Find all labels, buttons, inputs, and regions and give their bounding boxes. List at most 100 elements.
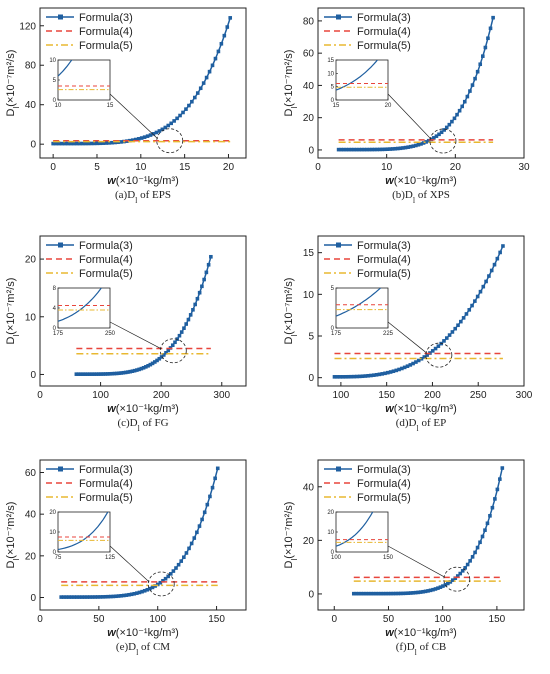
formula3-point (148, 586, 152, 591)
formula3-point (126, 370, 130, 374)
formula3-point (159, 355, 164, 359)
formula3-point (473, 76, 477, 81)
formula3-point (423, 589, 428, 594)
y-tick-label: 0 (30, 140, 36, 151)
series-group (59, 466, 220, 599)
formula3-point (189, 541, 194, 546)
series-group (51, 16, 233, 146)
formula3-point (483, 528, 487, 532)
formula3-point (74, 141, 79, 146)
legend-entry: Formula(5) (46, 268, 133, 280)
formula3-point (448, 580, 453, 584)
formula3-point (150, 361, 155, 366)
inset-x-tick-label: 175 (53, 331, 64, 337)
legend-entry: Formula(4) (324, 478, 411, 490)
formula3-point (416, 142, 421, 147)
formula3-point (72, 595, 77, 599)
formula3-point (478, 289, 483, 294)
formula3-point (414, 143, 418, 148)
formula3-point (371, 591, 376, 596)
y-tick-label: 0 (30, 370, 36, 381)
formula3-point (401, 591, 406, 596)
formula3-point (377, 372, 382, 377)
formula3-point (215, 466, 220, 471)
formula3-point (158, 580, 163, 585)
y-tick-label: 0 (30, 593, 36, 604)
formula3-point (411, 591, 415, 595)
formula3-point (369, 591, 373, 596)
formula3-point (461, 316, 466, 320)
formula3-point (442, 339, 446, 343)
formula3-point (198, 86, 203, 91)
formula3-point (112, 371, 117, 376)
formula3-point (386, 370, 390, 375)
formula3-point (347, 147, 351, 152)
formula3-point (438, 585, 443, 589)
x-tick-label: 200 (153, 390, 170, 401)
formula3-point (488, 26, 493, 31)
legend-label: Formula(5) (357, 40, 411, 52)
formula3-point (163, 576, 168, 581)
inset-plot: 100 150 0 10 20 (327, 510, 393, 561)
x-tick-label: 15 (179, 162, 191, 173)
inset-y-tick-label: 0 (331, 326, 335, 332)
formula3-point (403, 591, 408, 596)
formula3-point (202, 277, 206, 282)
formula3-point (453, 326, 458, 331)
formula3-point (422, 355, 427, 359)
legend-label: Formula(3) (79, 12, 133, 24)
formula3-point (380, 372, 385, 376)
formula3-point (416, 590, 420, 595)
inset-y-tick-label: 4 (53, 306, 57, 312)
formula3-point (436, 344, 441, 348)
formula3-point (148, 362, 153, 367)
formula3-point (176, 562, 181, 567)
formula3-point (128, 369, 132, 374)
formula3-point (80, 141, 85, 146)
formula3-point (69, 141, 73, 146)
x-tick-label: 100 (434, 614, 451, 625)
formula3-point (485, 521, 490, 526)
formula3-point (121, 370, 126, 375)
legend-label: Formula(5) (79, 268, 133, 280)
formula3-point (444, 336, 449, 340)
inset-formula3-line (336, 512, 374, 547)
formula3-point (447, 333, 452, 337)
y-tick-label: 5 (308, 332, 314, 343)
formula3-point (451, 578, 455, 582)
formula3-point (399, 591, 403, 596)
legend-label: Formula(4) (79, 254, 133, 266)
formula3-point (166, 348, 171, 353)
formula3-point (119, 593, 124, 598)
inset-y-tick-label: 20 (327, 510, 334, 516)
legend-label: Formula(4) (357, 26, 411, 38)
formula3-point (161, 353, 166, 357)
formula3-point (135, 591, 139, 595)
inset-plot: 175 225 0 5 (331, 286, 394, 337)
formula3-point (181, 110, 185, 115)
formula3-point (108, 594, 113, 599)
formula3-point (145, 134, 150, 138)
zoom-circle (156, 128, 184, 154)
formula3-point (374, 591, 378, 596)
formula3-point (408, 363, 413, 367)
formula3-point (344, 147, 349, 152)
legend-entry: Formula(4) (46, 254, 133, 266)
x-tick-label: 100 (92, 390, 109, 401)
formula3-point (458, 571, 463, 576)
formula3-point (490, 505, 495, 510)
formula3-point (386, 591, 391, 596)
formula3-point (144, 365, 148, 369)
inset-y-tick-label: 0 (331, 550, 335, 556)
inset-y-tick-label: 20 (49, 510, 56, 516)
formula3-point (398, 146, 403, 151)
formula3-point (206, 262, 211, 267)
formula3-point (64, 595, 69, 599)
formula3-point (184, 322, 188, 326)
series-group (336, 15, 495, 152)
plot-frame (39, 7, 247, 159)
formula3-point (89, 141, 94, 146)
chart-panel-2: 0 10 20 30 0 20 40 60 80 w(×10⁻¹kg/m³) (b)Dl of XP… (283, 7, 530, 205)
